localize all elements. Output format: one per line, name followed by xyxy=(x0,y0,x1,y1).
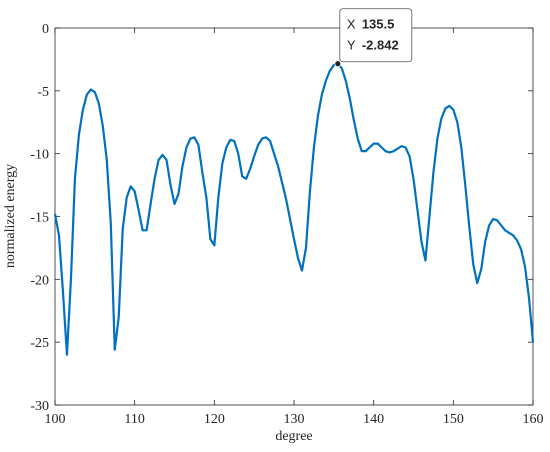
data-tip-x-label: X xyxy=(347,17,356,32)
data-tip-x-value: 135.5 xyxy=(362,17,395,32)
data-line xyxy=(53,62,535,356)
x-tick-label: 160 xyxy=(523,412,544,427)
y-tick-label: -25 xyxy=(30,336,49,351)
x-tick-label: 130 xyxy=(284,412,305,427)
y-tick-label: -20 xyxy=(30,273,49,288)
data-tip: X 135.5 Y -2.842 xyxy=(339,8,413,63)
data-tip-box xyxy=(339,8,413,63)
y-tick-label: -5 xyxy=(37,85,49,100)
y-tick-label: -15 xyxy=(30,211,49,226)
x-tick-label: 100 xyxy=(45,412,66,427)
y-axis-label: normalized energy xyxy=(3,164,18,268)
y-tick-label: -10 xyxy=(30,148,49,163)
plot-area xyxy=(54,27,534,406)
y-tick-label: 0 xyxy=(42,22,49,37)
y-tick-label: -30 xyxy=(30,399,49,414)
data-tip-y-value: -2.842 xyxy=(362,38,399,53)
x-axis-label: degree xyxy=(275,429,312,444)
x-tick-label: 110 xyxy=(124,412,144,427)
data-tip-marker xyxy=(334,60,342,68)
x-tick-label: 120 xyxy=(204,412,225,427)
data-tip-y-label: Y xyxy=(347,38,356,53)
x-tick-label: 140 xyxy=(363,412,384,427)
x-tick-label: 150 xyxy=(443,412,464,427)
